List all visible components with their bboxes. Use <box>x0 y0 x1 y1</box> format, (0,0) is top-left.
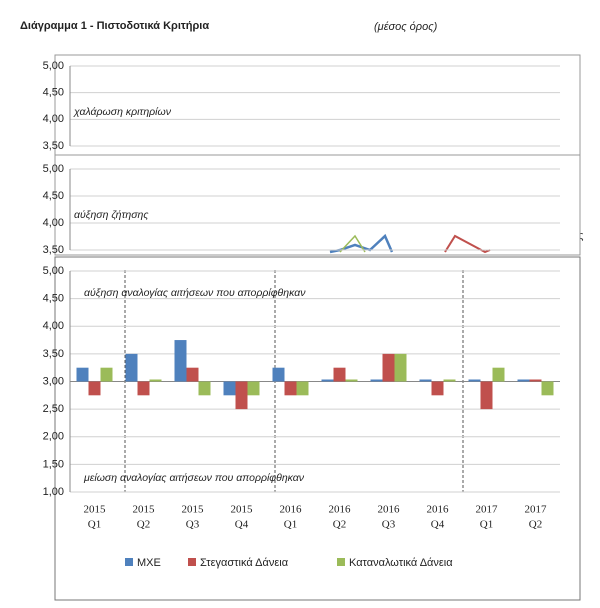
x-tick-label: Q1 <box>284 519 297 531</box>
y-tick-label: 4,00 <box>43 320 64 332</box>
x-tick-label: 2015 <box>133 504 156 516</box>
x-tick-label: 2016 <box>427 504 450 516</box>
x-tick-label: Q4 <box>235 519 249 531</box>
x-tick-label: Q2 <box>529 519 542 531</box>
bar <box>333 367 346 382</box>
y-tick-label: 2,00 <box>43 431 64 443</box>
bar <box>247 381 260 396</box>
y-tick-label: 3,00 <box>43 375 64 387</box>
bar <box>394 353 407 382</box>
annotation: μείωση αναλογίας αιτήσεων που απορρίφθηκ… <box>83 472 305 484</box>
bar <box>517 379 530 382</box>
x-tick-label: Q1 <box>88 519 101 531</box>
x-tick-label: Q3 <box>186 519 200 531</box>
bar <box>186 367 199 382</box>
bar <box>100 367 113 382</box>
x-tick-label: Q2 <box>137 519 150 531</box>
bar <box>296 381 309 396</box>
bar <box>541 381 554 396</box>
page-title: Διάγραμμα 1 - Πιστοδοτικά Κριτήρια <box>20 20 209 32</box>
y-tick-label: 3,50 <box>43 348 64 360</box>
y-tick-label: 4,50 <box>43 87 64 99</box>
bar <box>492 367 505 382</box>
bar <box>149 379 162 382</box>
bar <box>284 381 297 396</box>
x-tick-label: Q3 <box>382 519 396 531</box>
annotation: αύξηση αναλογίας αιτήσεων που απορρίφθηκ… <box>84 287 306 299</box>
x-tick-label: 2017 <box>525 504 548 516</box>
y-tick-label: 1,00 <box>43 486 64 498</box>
cut-line <box>444 234 491 254</box>
y-tick-label: 4,50 <box>43 293 64 305</box>
y-tick-label: 1,50 <box>43 458 64 470</box>
y-tick-label: 3,50 <box>43 140 64 152</box>
bar <box>431 381 444 396</box>
x-tick-label: 2017 <box>476 504 499 516</box>
bar <box>223 381 236 396</box>
x-tick-label: 2015 <box>182 504 205 516</box>
bar <box>272 367 285 382</box>
x-tick-label: Q2 <box>333 519 346 531</box>
x-tick-label: Q1 <box>480 519 493 531</box>
bar <box>382 353 395 382</box>
y-tick-label: 5,00 <box>43 265 64 277</box>
legend-swatch <box>337 558 345 566</box>
window-2 <box>54 154 581 256</box>
legend-swatch <box>188 558 196 566</box>
cut-line <box>339 234 366 253</box>
legend-swatch <box>125 558 133 566</box>
window-3 <box>54 256 581 601</box>
bar <box>370 379 383 382</box>
bar <box>125 353 138 382</box>
y-tick-label: 5,00 <box>43 163 64 175</box>
bar <box>137 381 150 396</box>
bar <box>480 381 493 410</box>
window-1 <box>54 54 581 156</box>
x-tick-label: Q4 <box>431 519 445 531</box>
y-tick-label: 4,00 <box>43 113 64 125</box>
y-tick-label: 4,50 <box>43 190 64 202</box>
x-tick-label: 2016 <box>378 504 401 516</box>
legend-label: Καταναλωτικά Δάνεια <box>349 557 453 569</box>
bar <box>321 379 334 382</box>
annotation: αύξηση ζήτησης <box>74 209 149 221</box>
y-tick-label: 4,00 <box>43 217 64 229</box>
x-tick-label: 2016 <box>329 504 352 516</box>
bar <box>419 379 432 382</box>
bar <box>88 381 101 396</box>
annotation: χαλάρωση κριτηρίων <box>73 106 172 118</box>
legend-label: ΜΧΕ <box>137 557 161 569</box>
page-subtitle: (μέσος όρος) <box>374 21 438 33</box>
bar <box>529 379 542 382</box>
bar <box>174 340 187 382</box>
y-tick-label: 5,00 <box>43 60 64 72</box>
legend-label: Στεγαστικά Δάνεια <box>200 557 289 569</box>
x-tick-label: 2016 <box>280 504 303 516</box>
bar <box>76 367 89 382</box>
bar <box>235 381 248 410</box>
x-tick-label: 2015 <box>84 504 107 516</box>
bar <box>198 381 211 396</box>
x-tick-label: 2015 <box>231 504 254 516</box>
bar <box>443 379 456 382</box>
bar <box>468 379 481 382</box>
y-tick-label: 3,50 <box>43 244 64 256</box>
bar <box>345 379 358 382</box>
y-tick-label: 2,50 <box>43 403 64 415</box>
